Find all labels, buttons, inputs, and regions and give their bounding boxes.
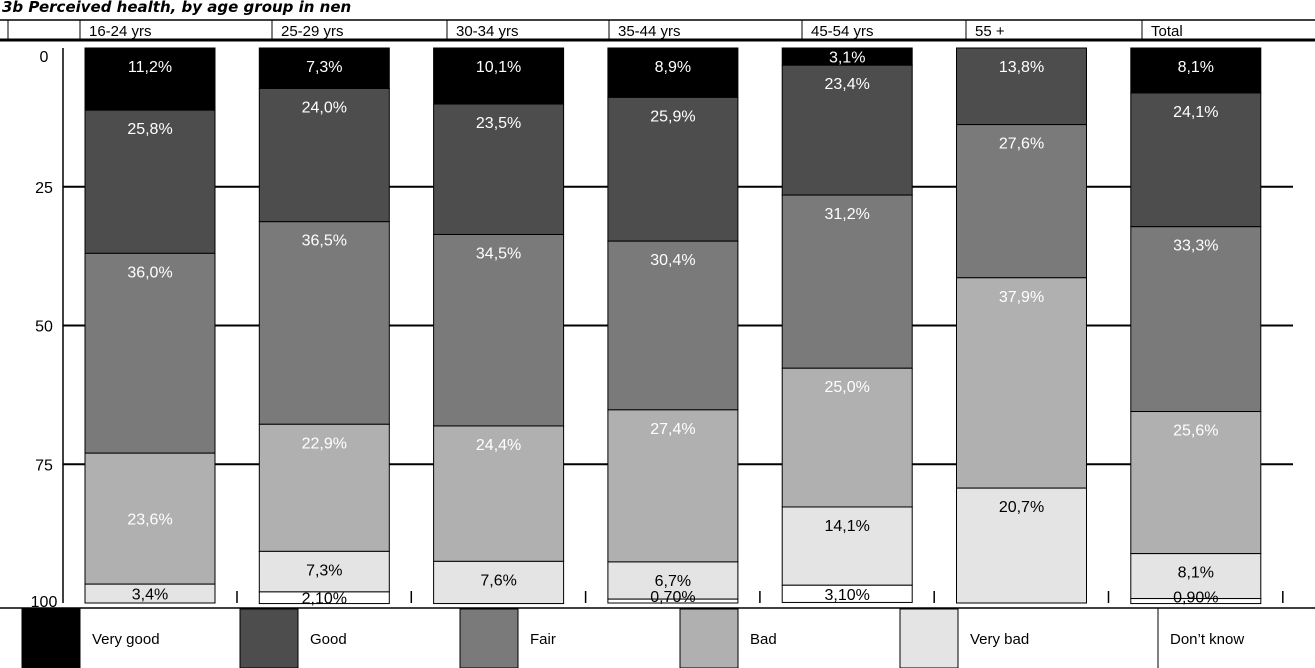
legend-label: Very bad (970, 631, 1029, 648)
data-label: 25,9% (650, 108, 695, 125)
bar-segment (84, 452, 216, 585)
data-label: 36,0% (127, 264, 172, 281)
category-label: 16-24 yrs (89, 23, 152, 40)
legend-swatch (1118, 609, 1176, 668)
data-label: 34,5% (476, 245, 521, 262)
data-label: 23,5% (476, 115, 521, 132)
data-label: 37,9% (999, 289, 1044, 306)
y-tick-label: 75 (35, 457, 53, 474)
bar-segment (433, 47, 565, 105)
bar-segment (258, 88, 390, 223)
data-label: 3,4% (132, 587, 168, 604)
bar-segment (956, 277, 1087, 489)
data-label: 8,9% (655, 59, 691, 76)
bar-segment (433, 425, 565, 562)
data-label: 25,6% (1173, 423, 1218, 440)
bar-segment (1130, 92, 1262, 228)
data-label: 30,4% (650, 252, 695, 269)
legend-swatch (899, 608, 959, 668)
data-label: 36,5% (302, 233, 347, 250)
bar-segment (433, 560, 565, 605)
data-label: 24,0% (302, 100, 347, 117)
data-label: 25,8% (127, 121, 172, 138)
y-tick-label: 100 (31, 594, 58, 611)
data-label: 33,3% (1173, 238, 1218, 255)
data-label: 3,1% (829, 50, 865, 67)
data-label: 23,4% (825, 76, 870, 93)
bar-segment (258, 47, 390, 90)
bar-segment (607, 598, 739, 604)
bar-segment (1130, 598, 1262, 605)
bar-segment (956, 47, 1087, 126)
category-label: 30-34 yrs (456, 23, 519, 40)
bar-segment (781, 506, 913, 586)
data-label: 7,3% (306, 562, 342, 579)
bar-segment (781, 367, 913, 508)
legend-swatch (679, 608, 739, 668)
bar-segment (781, 584, 913, 603)
bar-segment (258, 221, 390, 425)
bar-segment (956, 487, 1087, 604)
category-label: 45-54 yrs (811, 23, 874, 40)
bar-segment (258, 550, 390, 593)
y-tick-label: 0 (40, 49, 49, 66)
bar-segment (1130, 47, 1262, 94)
bar-segment (607, 96, 739, 242)
data-label: 0,90% (1173, 590, 1218, 607)
data-label: 20,7% (999, 499, 1044, 516)
y-tick-label: 25 (35, 180, 53, 197)
legend-swatch (21, 608, 81, 668)
data-label: 3,10% (825, 587, 870, 604)
data-label: 7,6% (480, 572, 516, 589)
data-label: 7,3% (306, 59, 342, 76)
bar-segment (258, 423, 390, 552)
legend-swatch (239, 608, 299, 668)
legend-label: Fair (530, 631, 556, 648)
bar-segment (607, 409, 739, 563)
bar-segment (433, 103, 565, 235)
bar-segment (84, 583, 216, 604)
bar-segment (781, 64, 913, 196)
data-label: 8,1% (1178, 565, 1214, 582)
category-label: 25-29 yrs (281, 23, 344, 40)
bar-segment (433, 233, 565, 427)
data-label: 8,1% (1178, 59, 1214, 76)
bar-segment (1130, 411, 1262, 555)
bar-segment (84, 252, 216, 454)
bar-segment (607, 240, 739, 411)
data-label: 6,7% (655, 573, 691, 590)
data-label: 31,2% (825, 206, 870, 223)
data-label: 25,0% (825, 379, 870, 396)
bar-segment (84, 47, 216, 111)
data-label: 27,4% (650, 421, 695, 438)
legend-label: Good (310, 631, 347, 648)
legend-swatch (459, 608, 519, 668)
legend-label: Bad (750, 631, 777, 648)
legend-label: Don’t know (1170, 631, 1244, 648)
category-label: 35-44 yrs (618, 23, 681, 40)
bar-segment (607, 561, 739, 600)
bar-segment (956, 124, 1087, 279)
data-label: 23,6% (127, 512, 172, 529)
bar-segment (781, 194, 913, 369)
data-label: 13,8% (999, 59, 1044, 76)
category-label: Total (1151, 23, 1183, 40)
bar-segment (258, 591, 390, 605)
data-label: 0,70% (650, 589, 695, 606)
data-label: 10,1% (476, 59, 521, 76)
chart-title: 3b Perceived health, by age group in nen (2, 0, 351, 16)
y-tick-label: 50 (35, 319, 53, 336)
data-label: 11,2% (128, 59, 172, 76)
data-label: 2,10% (302, 591, 347, 608)
legend-label: Very good (92, 631, 160, 648)
data-label: 24,1% (1173, 104, 1218, 121)
data-label: 24,4% (476, 437, 521, 454)
category-label: 55 + (975, 23, 1005, 40)
data-label: 27,6% (999, 136, 1044, 153)
data-label: 14,1% (825, 518, 870, 535)
bar-segment (607, 47, 739, 98)
data-label: 22,9% (302, 435, 347, 452)
